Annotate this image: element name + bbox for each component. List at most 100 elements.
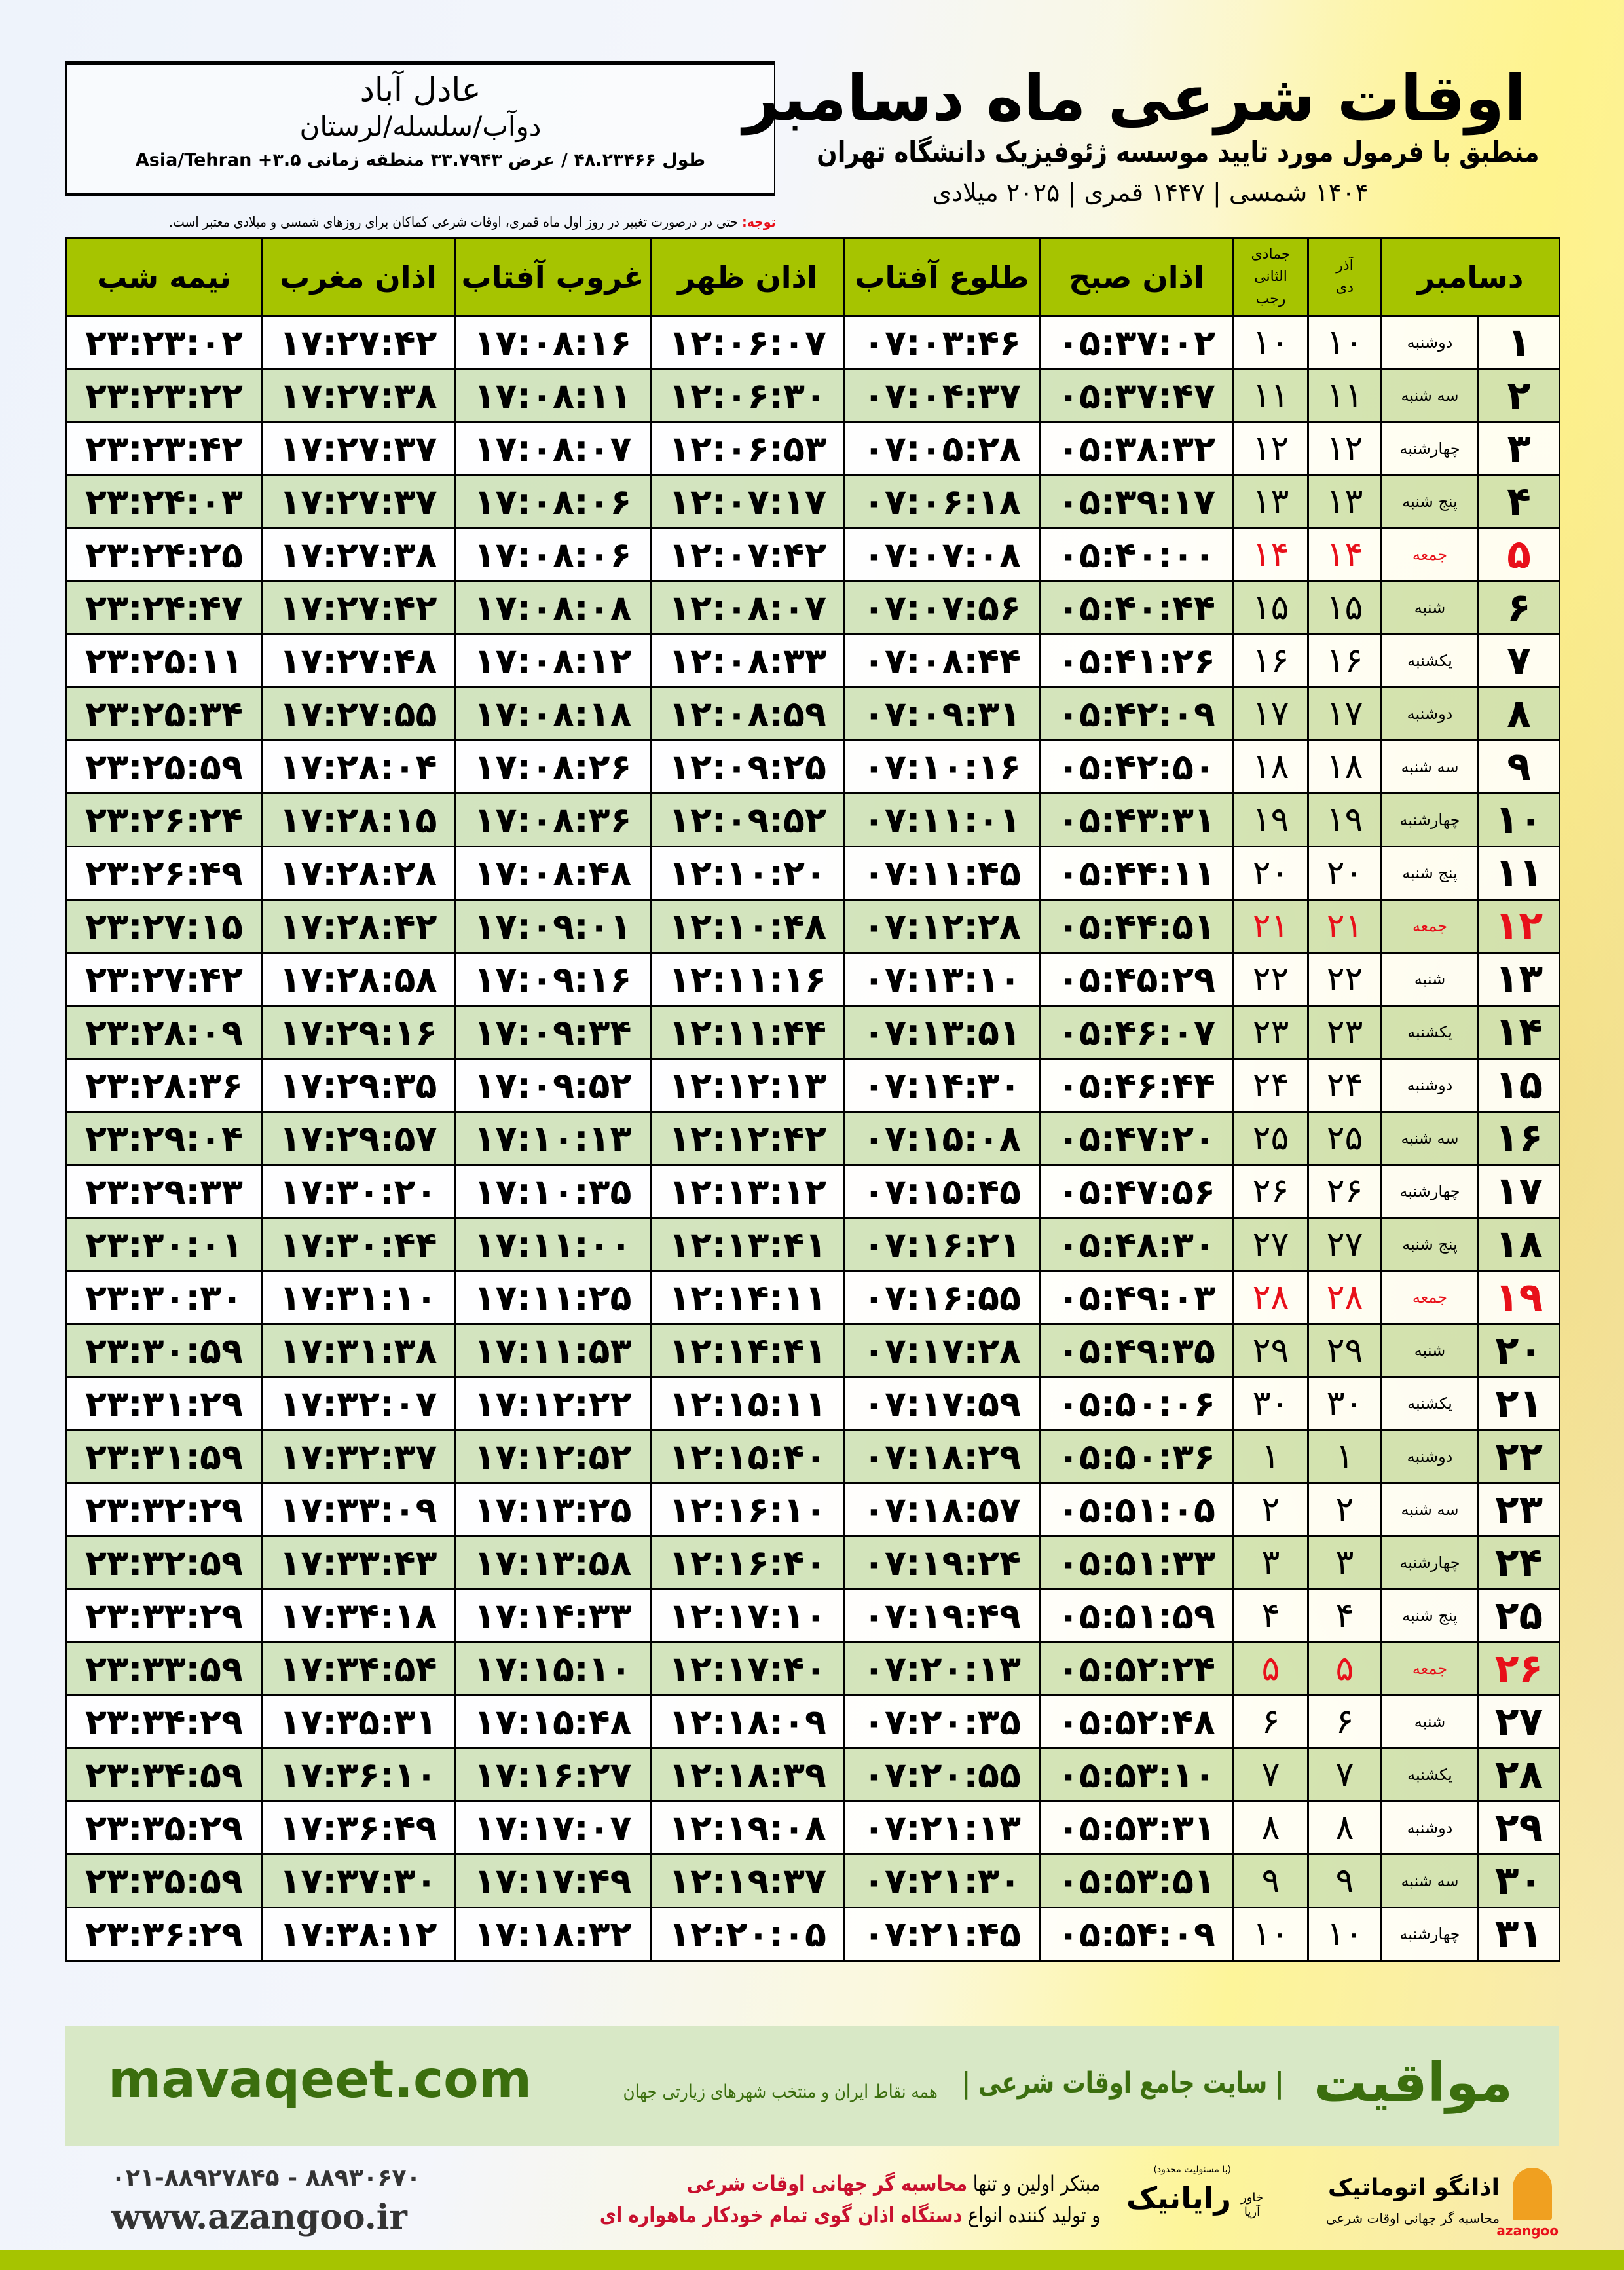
cell-maghrib: ۱۷:۲۸:۱۵: [261, 792, 456, 847]
azangoo-website-link[interactable]: www.azangoo.ir: [111, 2197, 407, 2237]
azangoo-latin: azangoo: [1496, 2223, 1559, 2239]
cell-qamari: ۲۳: [1232, 1005, 1309, 1060]
cell-midnight: ۲۳:۳۵:۵۹: [65, 1853, 263, 1908]
cell-fajr: ۰۵:۴۲:۰۹: [1039, 686, 1234, 741]
cell-sunrise: ۰۷:۱۹:۴۹: [843, 1588, 1041, 1643]
cell-sunrise: ۰۷:۱۶:۵۵: [843, 1270, 1041, 1325]
cell-dhuhr: ۱۲:۰۶:۵۳: [650, 421, 845, 476]
pitch-line2-b: دستگاه اذان گوی تمام خودکار ماهواره ای: [599, 2203, 963, 2227]
cell-dhuhr: ۱۲:۱۳:۱۲: [650, 1164, 845, 1219]
cell-sunset: ۱۷:۱۳:۵۸: [454, 1535, 652, 1590]
cell-fajr: ۰۵:۵۳:۳۱: [1039, 1800, 1234, 1855]
banner-slogan: | سایت جامع اوقات شرعی |: [961, 2066, 1283, 2100]
cell-fajr: ۰۵:۵۳:۱۰: [1039, 1747, 1234, 1802]
cell-maghrib: ۱۷:۳۴:۱۸: [261, 1588, 456, 1643]
cell-day: ۱۲: [1477, 899, 1560, 954]
cell-fajr: ۰۵:۳۷:۰۲: [1039, 315, 1234, 370]
cell-sunset: ۱۷:۱۵:۱۰: [454, 1641, 652, 1696]
table-row: ۱۸ پنج شنبه ۲۷ ۲۷ ۰۵:۴۸:۳۰ ۰۷:۱۶:۲۱ ۱۲:۱۳:۴۱ ۱۷…: [65, 1217, 1560, 1272]
cell-fajr: ۰۵:۳۷:۴۷: [1039, 368, 1234, 423]
cell-day: ۲۰: [1477, 1323, 1560, 1378]
cell-maghrib: ۱۷:۳۶:۴۹: [261, 1800, 456, 1855]
cell-sunrise: ۰۷:۱۵:۴۵: [843, 1164, 1041, 1219]
cell-day: ۱۵: [1477, 1058, 1560, 1113]
cell-sunrise: ۰۷:۱۵:۰۸: [843, 1111, 1041, 1166]
cell-day: ۲۸: [1477, 1747, 1560, 1802]
table-row: ۲ سه شنبه ۱۱ ۱۱ ۰۵:۳۷:۴۷ ۰۷:۰۴:۳۷ ۱۲:۰۶:۳۰ ۱۷:۰…: [65, 368, 1560, 423]
cell-midnight: ۲۳:۲۹:۳۳: [65, 1164, 263, 1219]
cell-shamsi: ۶: [1307, 1694, 1382, 1749]
cell-weekday: شنبه: [1380, 1323, 1479, 1378]
cell-dhuhr: ۱۲:۱۰:۴۸: [650, 899, 845, 954]
city-name: عادل آباد: [360, 71, 481, 109]
cell-fajr: ۰۵:۳۹:۱۷: [1039, 474, 1234, 529]
cell-weekday: دوشنبه: [1380, 686, 1479, 741]
cell-midnight: ۲۳:۳۰:۵۹: [65, 1323, 263, 1378]
cell-sunset: ۱۷:۰۸:۲۶: [454, 739, 652, 794]
website-link[interactable]: mavaqeet.com: [108, 2051, 532, 2110]
cell-sunrise: ۰۷:۲۱:۱۳: [843, 1800, 1041, 1855]
cell-shamsi: ۱۸: [1307, 739, 1382, 794]
cell-weekday: سه شنبه: [1380, 1482, 1479, 1537]
cell-day: ۲۱: [1477, 1376, 1560, 1431]
header-shamsi-top: آذر: [1336, 257, 1354, 274]
cell-day: ۳۰: [1477, 1853, 1560, 1908]
pitch-line1-a: مبتکر اولین و تنها: [967, 2171, 1100, 2196]
cell-day: ۱۳: [1477, 952, 1560, 1007]
cell-midnight: ۲۳:۲۳:۲۲: [65, 368, 263, 423]
cell-maghrib: ۱۷:۳۰:۴۴: [261, 1217, 456, 1272]
cell-sunset: ۱۷:۱۵:۴۸: [454, 1694, 652, 1749]
cell-sunrise: ۰۷:۰۶:۱۸: [843, 474, 1041, 529]
cell-weekday: جمعه: [1380, 1641, 1479, 1696]
cell-sunset: ۱۷:۰۸:۳۶: [454, 792, 652, 847]
cell-shamsi: ۳۰: [1307, 1376, 1382, 1431]
cell-sunrise: ۰۷:۱۸:۵۷: [843, 1482, 1041, 1537]
cell-weekday: یکشنبه: [1380, 1747, 1479, 1802]
cell-shamsi: ۵: [1307, 1641, 1382, 1696]
cell-qamari: ۱۵: [1232, 580, 1309, 635]
cell-dhuhr: ۱۲:۰۸:۰۷: [650, 580, 845, 635]
cell-qamari: ۳: [1232, 1535, 1309, 1590]
cell-qamari: ۲۷: [1232, 1217, 1309, 1272]
cell-midnight: ۲۳:۳۱:۵۹: [65, 1429, 263, 1484]
cell-shamsi: ۲۶: [1307, 1164, 1382, 1219]
cell-weekday: جمعه: [1380, 527, 1479, 582]
cell-sunset: ۱۷:۱۷:۴۹: [454, 1853, 652, 1908]
cell-day: ۱۹: [1477, 1270, 1560, 1325]
cell-qamari: ۸: [1232, 1800, 1309, 1855]
cell-weekday: یکشنبه: [1380, 1376, 1479, 1431]
cell-midnight: ۲۳:۲۷:۴۲: [65, 952, 263, 1007]
cell-shamsi: ۲۷: [1307, 1217, 1382, 1272]
cell-midnight: ۲۳:۲۵:۳۴: [65, 686, 263, 741]
cell-day: ۱۰: [1477, 792, 1560, 847]
cell-midnight: ۲۳:۳۳:۲۹: [65, 1588, 263, 1643]
cell-dhuhr: ۱۲:۱۲:۱۳: [650, 1058, 845, 1113]
table-row: ۳۱ چهارشنبه ۱۰ ۱۰ ۰۵:۵۴:۰۹ ۰۷:۲۱:۴۵ ۱۲:۲۰:۰۵ ۱۷…: [65, 1907, 1560, 1962]
table-row: ۳۰ سه شنبه ۹ ۹ ۰۵:۵۳:۵۱ ۰۷:۲۱:۳۰ ۱۲:۱۹:۳۷ ۱۷:۱۷…: [65, 1853, 1560, 1908]
cell-weekday: یکشنبه: [1380, 1005, 1479, 1060]
cell-sunrise: ۰۷:۰۴:۳۷: [843, 368, 1041, 423]
table-row: ۲۰ شنبه ۲۹ ۲۹ ۰۵:۴۹:۳۵ ۰۷:۱۷:۲۸ ۱۲:۱۴:۴۱ ۱۷:۱۱:…: [65, 1323, 1560, 1378]
cell-sunrise: ۰۷:۱۹:۲۴: [843, 1535, 1041, 1590]
note: توجه: حتی در درصورت تغییر در روز اول ماه…: [169, 214, 776, 231]
cell-midnight: ۲۳:۳۳:۵۹: [65, 1641, 263, 1696]
table-row: ۲۱ یکشنبه ۳۰ ۳۰ ۰۵:۵۰:۰۶ ۰۷:۱۷:۵۹ ۱۲:۱۵:۱۱ ۱۷:۱…: [65, 1376, 1560, 1431]
cell-sunset: ۱۷:۰۹:۱۶: [454, 952, 652, 1007]
cell-dhuhr: ۱۲:۰۶:۰۷: [650, 315, 845, 370]
cell-day: ۸: [1477, 686, 1560, 741]
cell-dhuhr: ۱۲:۱۵:۴۰: [650, 1429, 845, 1484]
cell-day: ۱: [1477, 315, 1560, 370]
cell-fajr: ۰۵:۴۰:۰۰: [1039, 527, 1234, 582]
cell-dhuhr: ۱۲:۱۴:۱۱: [650, 1270, 845, 1325]
cell-fajr: ۰۵:۴۸:۳۰: [1039, 1217, 1234, 1272]
cell-sunrise: ۰۷:۱۸:۲۹: [843, 1429, 1041, 1484]
cell-sunrise: ۰۷:۱۷:۲۸: [843, 1323, 1041, 1378]
cell-shamsi: ۱۲: [1307, 421, 1382, 476]
cell-shamsi: ۷: [1307, 1747, 1382, 1802]
cell-sunrise: ۰۷:۱۶:۲۱: [843, 1217, 1041, 1272]
cell-weekday: پنج شنبه: [1380, 1588, 1479, 1643]
cell-qamari: ۱۳: [1232, 474, 1309, 529]
cell-sunrise: ۰۷:۱۲:۲۸: [843, 899, 1041, 954]
cell-dhuhr: ۱۲:۱۹:۳۷: [650, 1853, 845, 1908]
cell-qamari: ۷: [1232, 1747, 1309, 1802]
